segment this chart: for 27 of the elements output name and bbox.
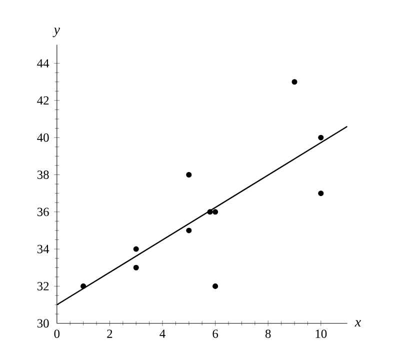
x-axis-title: x [354,320,361,326]
y-tick-label: 40 [37,133,49,142]
x-tick-label: 4 [160,329,166,338]
y-tick-label: 30 [37,318,49,328]
point [292,78,298,84]
point [318,134,324,140]
y-axis-title: y [52,28,60,37]
point [133,264,139,270]
y-tick-label: 32 [37,282,49,290]
point [207,208,213,214]
point [186,172,192,178]
y-tick-label: 44 [37,59,50,68]
point [186,228,192,234]
x-tick-label: 8 [265,329,271,338]
point [133,246,139,252]
x-tick-label: 10 [316,329,327,338]
point [212,283,218,289]
point [318,190,324,196]
y-tick-label: 38 [37,170,49,179]
point [212,208,218,214]
x-tick-label: 2 [107,329,112,338]
y-tick-label: 34 [37,244,50,254]
x-tick-label: 6 [212,329,218,338]
y-tick-label: 42 [37,96,49,104]
x-tick-label: 0 [54,329,60,338]
y-tick-label: 36 [37,208,49,216]
point [80,283,86,289]
